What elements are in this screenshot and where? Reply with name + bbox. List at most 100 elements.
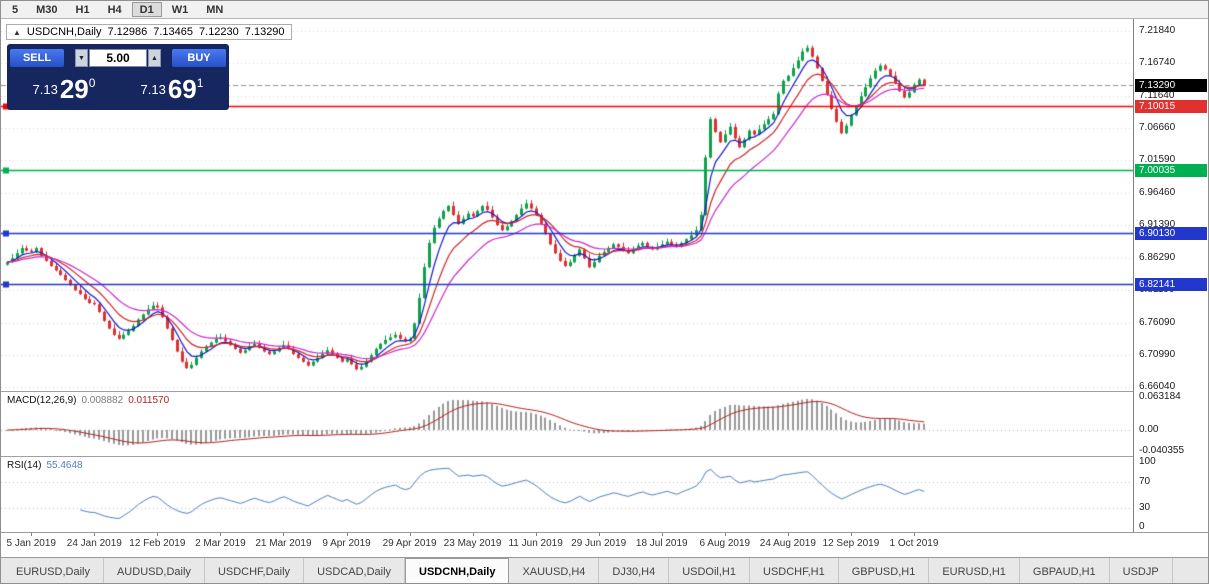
time-axis-tick bbox=[724, 533, 726, 536]
time-axis-tick bbox=[31, 533, 33, 536]
rsi-value: 55.4648 bbox=[46, 460, 83, 471]
chart-close-value: 7.13290 bbox=[244, 26, 285, 38]
time-axis-label: 9 Apr 2019 bbox=[322, 538, 371, 549]
level-price-tag: 6.82141 bbox=[1135, 278, 1207, 292]
chart-tab-usdchf-daily[interactable]: USDCHF,Daily bbox=[205, 558, 305, 583]
time-axis[interactable]: 5 Jan 2019 24 Jan 2019 12 Feb 2019 2 Mar 20… bbox=[1, 532, 1208, 557]
chart-tab-audusd-daily[interactable]: AUDUSD,Daily bbox=[104, 558, 205, 583]
time-axis-label: 1 Oct 2019 bbox=[889, 538, 939, 549]
time-axis-label: 12 Feb 2019 bbox=[129, 538, 186, 549]
rsi-scale-label: 100 bbox=[1139, 456, 1156, 467]
time-axis-label: 29 Apr 2019 bbox=[382, 538, 437, 549]
time-axis-tick bbox=[472, 533, 474, 536]
price-scale-tick: 7.11640 bbox=[1139, 89, 1175, 101]
macd-indicator-label: MACD(12,26,9) 0.008882 0.011570 bbox=[7, 395, 169, 406]
sell-button[interactable]: SELL bbox=[10, 49, 64, 67]
timeframe-button-h4[interactable]: H4 bbox=[107, 4, 122, 16]
chart-tab-usdcad-daily[interactable]: USDCAD,Daily bbox=[304, 558, 406, 583]
timeframe-button-5[interactable]: 5 bbox=[12, 4, 19, 16]
macd-name: MACD(12,26,9) bbox=[7, 395, 77, 406]
time-axis-label: 18 Jul 2019 bbox=[635, 538, 688, 549]
volume-input[interactable] bbox=[89, 49, 147, 67]
rsi-indicator-label: RSI(14) 55.4648 bbox=[7, 460, 83, 471]
rsi-name: RSI(14) bbox=[7, 460, 42, 471]
price-scale[interactable]: 7.21840 7.16740 7.11640 7.06660 7.01590 6.964… bbox=[1133, 19, 1208, 532]
chart-tab-xauusd-h4[interactable]: XAUUSD,H4 bbox=[509, 558, 600, 583]
chart-tab-gbpaud-h1[interactable]: GBPAUD,H1 bbox=[1020, 558, 1110, 583]
pane-splitter[interactable] bbox=[1, 391, 1208, 392]
price-scale-tick: 6.70990 bbox=[1139, 349, 1176, 361]
pane-splitter[interactable] bbox=[1, 456, 1208, 457]
time-axis-tick bbox=[598, 533, 600, 536]
buy-price-big: 69 bbox=[167, 74, 197, 104]
price-scale-tick: 6.66040 bbox=[1139, 380, 1176, 392]
time-axis-label: 12 Sep 2019 bbox=[822, 538, 880, 549]
buy-price-pip: 1 bbox=[196, 76, 204, 90]
time-axis-label: 29 Jun 2019 bbox=[571, 538, 627, 549]
buy-button[interactable]: BUY bbox=[172, 49, 226, 67]
time-axis-label: 11 Jun 2019 bbox=[508, 538, 563, 549]
chart-open-value: 7.12986 bbox=[107, 26, 148, 38]
time-axis-label: 6 Aug 2019 bbox=[699, 538, 751, 549]
timeframe-button-w1[interactable]: W1 bbox=[171, 4, 189, 16]
macd-scale-label: 0.00 bbox=[1139, 423, 1159, 435]
rsi-scale-label: 30 bbox=[1139, 501, 1151, 513]
one-click-panel-toggle-icon[interactable]: ▲ bbox=[13, 27, 21, 37]
time-axis-tick bbox=[535, 533, 537, 536]
level-price-tag: 7.00035 bbox=[1135, 164, 1207, 178]
time-axis-label: 23 May 2019 bbox=[443, 538, 502, 549]
chart-tab-usdcnh-daily[interactable]: USDCNH,Daily bbox=[405, 558, 510, 583]
price-scale-tick: 6.86290 bbox=[1139, 251, 1176, 263]
current-price-tag: 7.13290 bbox=[1135, 79, 1207, 93]
level-price-tag: 7.10015 bbox=[1135, 100, 1207, 114]
chart-tab-eurusd-h1[interactable]: EURUSD,H1 bbox=[929, 558, 1020, 583]
price-scale-tick: 6.76090 bbox=[1139, 316, 1176, 328]
timeframe-button-mn[interactable]: MN bbox=[206, 4, 224, 16]
price-scale-tick: 7.16740 bbox=[1139, 57, 1176, 69]
time-axis-tick bbox=[850, 533, 852, 536]
macd-main-value: 0.008882 bbox=[81, 395, 124, 406]
time-axis-label: 24 Jan 2019 bbox=[66, 538, 122, 549]
time-axis-tick bbox=[346, 533, 348, 536]
timeframe-button-m30[interactable]: M30 bbox=[36, 4, 58, 16]
chart-tab-gbpusd-h1[interactable]: GBPUSD,H1 bbox=[839, 558, 930, 583]
chart-tab-bar: EURUSD,Daily AUDUSD,Daily USDCHF,Daily USDC… bbox=[1, 557, 1208, 583]
macd-pane-canvas[interactable] bbox=[1, 392, 1133, 456]
macd-signal-value: 0.011570 bbox=[128, 395, 170, 406]
chart-tab-eurusd-daily[interactable]: EURUSD,Daily bbox=[3, 558, 104, 583]
rsi-pane-canvas[interactable] bbox=[1, 457, 1133, 532]
chart-symbol-label: USDCNH,Daily bbox=[26, 26, 102, 38]
buy-price[interactable]: 7.13 69 1 bbox=[118, 69, 226, 109]
time-axis-tick bbox=[787, 533, 789, 536]
sell-price-prefix: 7.13 bbox=[32, 81, 58, 97]
price-scale-tick: 7.01590 bbox=[1139, 154, 1176, 166]
chart-tab-usdoil-h1[interactable]: USDOil,H1 bbox=[669, 558, 750, 583]
chart-info-bar: ▲ USDCNH,Daily 7.12986 7.13465 7.12230 7… bbox=[6, 24, 292, 40]
chart-tab-usdjp[interactable]: USDJP bbox=[1110, 558, 1173, 583]
timeframe-button-d1[interactable]: D1 bbox=[131, 2, 162, 17]
volume-increase-button[interactable]: ▲ bbox=[148, 49, 161, 67]
chart-tab-dj30-h4[interactable]: DJ30,H4 bbox=[599, 558, 670, 583]
price-scale-tick: 7.06660 bbox=[1139, 121, 1176, 133]
time-axis-label: 5 Jan 2019 bbox=[6, 538, 57, 549]
timeframe-toolbar: 5 M30 H1 H4 D1 W1 MN bbox=[1, 1, 1208, 19]
chart-low-value: 7.12230 bbox=[199, 26, 239, 38]
time-axis-tick bbox=[661, 533, 663, 536]
time-axis-label: 2 Mar 2019 bbox=[195, 538, 246, 549]
macd-scale-label: 0.063184 bbox=[1139, 391, 1181, 402]
chart-tab-usdchf-h1[interactable]: USDCHF,H1 bbox=[750, 558, 839, 583]
time-axis-tick bbox=[913, 533, 915, 536]
volume-decrease-button[interactable]: ▼ bbox=[75, 49, 88, 67]
timeframe-button-h1[interactable]: H1 bbox=[75, 4, 90, 16]
sell-price-big: 29 bbox=[59, 74, 89, 104]
time-axis-label: 21 Mar 2019 bbox=[255, 538, 312, 549]
price-scale-tick: 6.91390 bbox=[1139, 219, 1176, 231]
time-axis-tick bbox=[283, 533, 285, 536]
sell-price[interactable]: 7.13 29 0 bbox=[10, 69, 118, 109]
level-price-tag: 6.90130 bbox=[1135, 227, 1207, 241]
sell-price-pip: 0 bbox=[88, 76, 96, 90]
rsi-scale-label: 0 bbox=[1139, 521, 1145, 532]
buy-price-prefix: 7.13 bbox=[140, 81, 166, 97]
